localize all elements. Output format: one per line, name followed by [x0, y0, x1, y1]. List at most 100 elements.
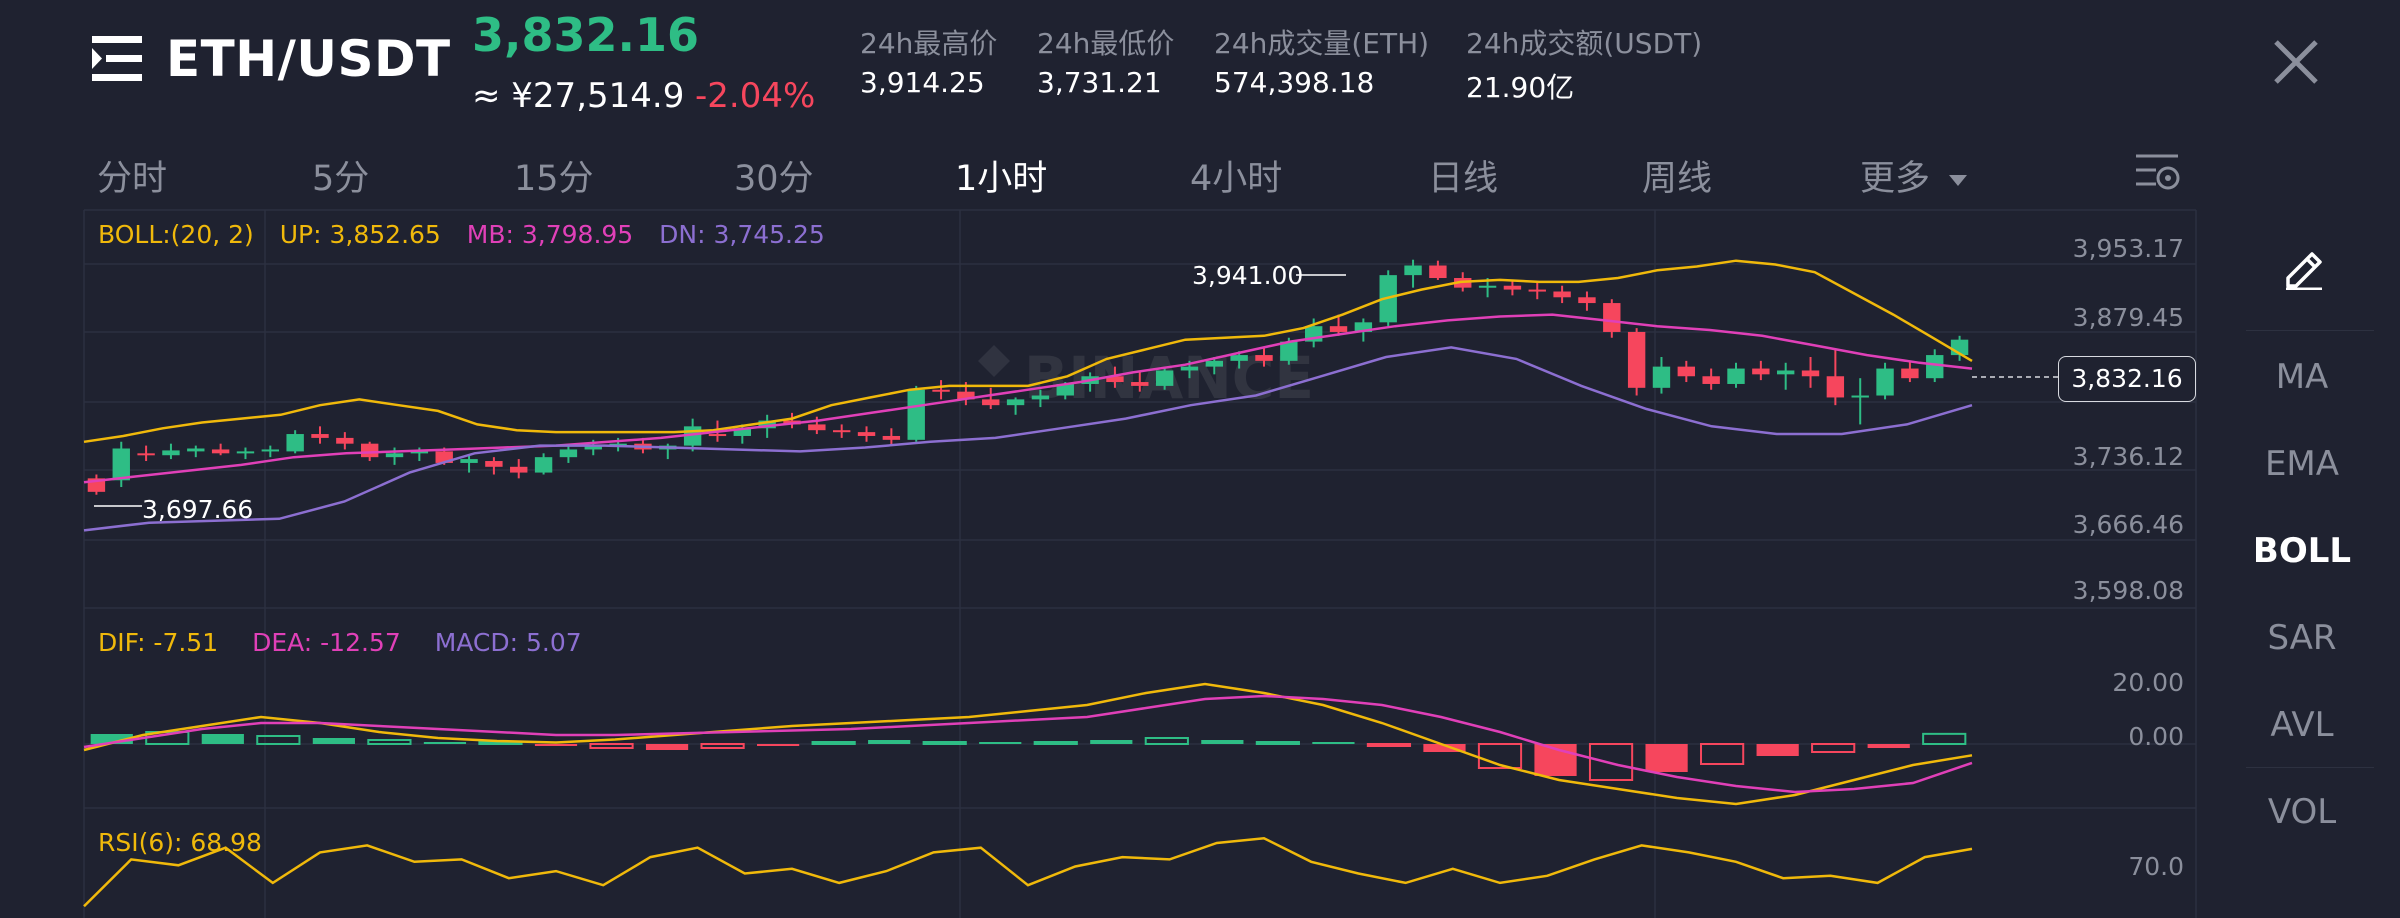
tab-4h[interactable]: 4小时	[1190, 159, 1283, 199]
candle-body	[187, 448, 205, 452]
candle-body	[460, 459, 478, 463]
candle-body	[932, 389, 950, 392]
candle-body	[311, 434, 329, 438]
stat-volume-label: 24h成交量(ETH)	[1214, 27, 1430, 60]
boll-upper-band	[83, 259, 1973, 444]
candle-body	[236, 451, 255, 454]
price-tick: 3,598.08	[2072, 576, 2184, 605]
candle-body	[584, 445, 602, 450]
candle-body	[137, 453, 155, 456]
macd-bar	[1477, 743, 1523, 769]
tab-15m[interactable]: 15分	[514, 159, 594, 199]
tab-weekly[interactable]: 周线	[1642, 159, 1713, 199]
macd-dea-line	[83, 694, 1973, 794]
indicator-boll[interactable]: BOLL	[2252, 531, 2352, 571]
candle-body	[1677, 366, 1696, 377]
candle-body	[1752, 368, 1770, 375]
macd-bar	[1811, 743, 1856, 753]
macd-bar	[534, 744, 578, 746]
candle-body	[708, 434, 727, 437]
candle-body	[1876, 368, 1894, 396]
tab-timeshare[interactable]: 分时	[97, 159, 168, 199]
candle-body	[286, 434, 304, 452]
current-price-tag: 3,832.16	[2058, 356, 2196, 402]
candle-body	[385, 453, 404, 458]
candle-body	[1131, 382, 1149, 386]
indicator-ema[interactable]: EMA	[2264, 444, 2340, 484]
tab-30m[interactable]: 30分	[734, 159, 814, 199]
price-change: -2.04%	[695, 76, 816, 116]
macd-legend-dif: DIF: -7.51	[98, 628, 219, 657]
candle-body	[882, 435, 901, 440]
macd-bar	[1588, 743, 1634, 781]
price-tick: 3,953.17	[2072, 234, 2184, 263]
stat-volume-value: 574,398.18	[1214, 66, 1375, 99]
chart-settings-icon[interactable]	[2134, 150, 2182, 194]
draw-pencil-icon[interactable]	[2282, 244, 2326, 290]
low-marker: 3,697.66	[142, 495, 253, 524]
candle-body	[1106, 376, 1124, 383]
candle-body	[758, 420, 776, 429]
candle-body	[1652, 366, 1671, 388]
macd-bar	[1201, 740, 1244, 744]
candle-body	[1329, 326, 1348, 332]
candle-body	[857, 432, 876, 436]
macd-bar	[1033, 741, 1078, 745]
candle-body	[1031, 395, 1050, 400]
candle-body	[1826, 376, 1845, 398]
macd-bar	[90, 734, 133, 744]
tab-more[interactable]: 更多	[1860, 150, 1969, 201]
price-tick: 3,879.45	[2072, 303, 2184, 332]
candle-body	[1702, 376, 1720, 384]
candle-body	[261, 449, 280, 452]
tab-5m[interactable]: 5分	[312, 159, 370, 199]
macd-bar	[1756, 744, 1799, 756]
candle-body	[211, 449, 230, 454]
cny-price: ≈ ¥27,514.9	[472, 76, 685, 116]
macd-bar	[1255, 741, 1300, 745]
candle-body	[907, 389, 925, 440]
candle-body	[1155, 370, 1174, 386]
candle-body	[609, 443, 627, 446]
candle-body	[1627, 331, 1646, 388]
indicator-vol[interactable]: VOL	[2267, 792, 2337, 832]
macd-bar	[1144, 737, 1189, 745]
price-tick: 3,736.12	[2072, 442, 2184, 471]
candle-body	[112, 448, 130, 481]
tab-more-label: 更多	[1860, 159, 1931, 199]
boll-legend-mb: MB: 3,798.95	[466, 220, 634, 249]
rsi-tick: 70.0	[2128, 852, 2184, 881]
candle-body	[1404, 265, 1422, 276]
stat-high-label: 24h最高价	[860, 27, 998, 60]
menu-icon[interactable]	[92, 34, 144, 84]
tab-1h[interactable]: 1小时	[955, 159, 1048, 199]
macd-dif-line	[83, 682, 1973, 806]
macd-bar	[1090, 740, 1133, 744]
macd-tick: 0.00	[2128, 722, 2184, 751]
trading-pair[interactable]: ETH/USDT	[166, 30, 451, 88]
candle-body	[1503, 285, 1522, 290]
macd-bar	[922, 741, 967, 745]
candle-body	[1478, 285, 1497, 288]
caret-down-icon	[1949, 175, 1968, 186]
macd-bar	[423, 742, 467, 744]
indicator-ma[interactable]: MA	[2275, 357, 2329, 397]
stat-turnover-label: 24h成交额(USDT)	[1466, 27, 1703, 60]
indicator-avl[interactable]: AVL	[2270, 705, 2334, 745]
candle-body	[435, 451, 453, 463]
indicator-sar[interactable]: SAR	[2267, 618, 2337, 658]
candle-body	[808, 424, 826, 431]
candle-body	[1180, 366, 1199, 371]
stat-low-label: 24h最低价	[1037, 27, 1175, 60]
close-icon[interactable]	[2268, 34, 2324, 90]
tab-daily[interactable]: 日线	[1428, 159, 1499, 199]
macd-bar	[868, 740, 911, 744]
boll-legend-name: BOLL:(20, 2)	[98, 220, 254, 249]
rsi-line	[83, 837, 1973, 908]
boll-legend-dn: DN: 3,745.25	[659, 220, 825, 249]
boll-lower-band	[83, 346, 1973, 532]
candle-body	[162, 450, 180, 456]
macd-bar	[589, 743, 634, 749]
candle-body	[1926, 355, 1944, 379]
